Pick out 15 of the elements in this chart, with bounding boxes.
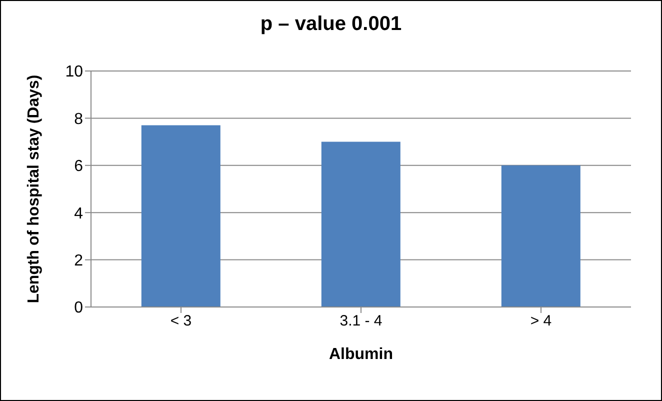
y-tick-label: 10 [65, 64, 84, 81]
x-tick-label: < 3 [170, 312, 192, 330]
x-axis-title: Albumin [329, 346, 393, 363]
chart-title: p – value 0.001 [259, 13, 403, 36]
y-tick-label: 4 [74, 205, 84, 222]
y-tick-label: 6 [74, 158, 84, 176]
x-tick-label: 3.1 - 4 [340, 312, 382, 330]
y-tick-label: 2 [74, 252, 84, 270]
y-tick-label: 0 [74, 300, 84, 317]
bar [501, 165, 580, 307]
bar [141, 125, 220, 307]
y-axis-title: Length of hospital stay (Days) [26, 74, 43, 304]
y-tick-label: 8 [74, 110, 84, 128]
bar [321, 142, 400, 307]
x-tick-label: > 4 [530, 312, 552, 330]
